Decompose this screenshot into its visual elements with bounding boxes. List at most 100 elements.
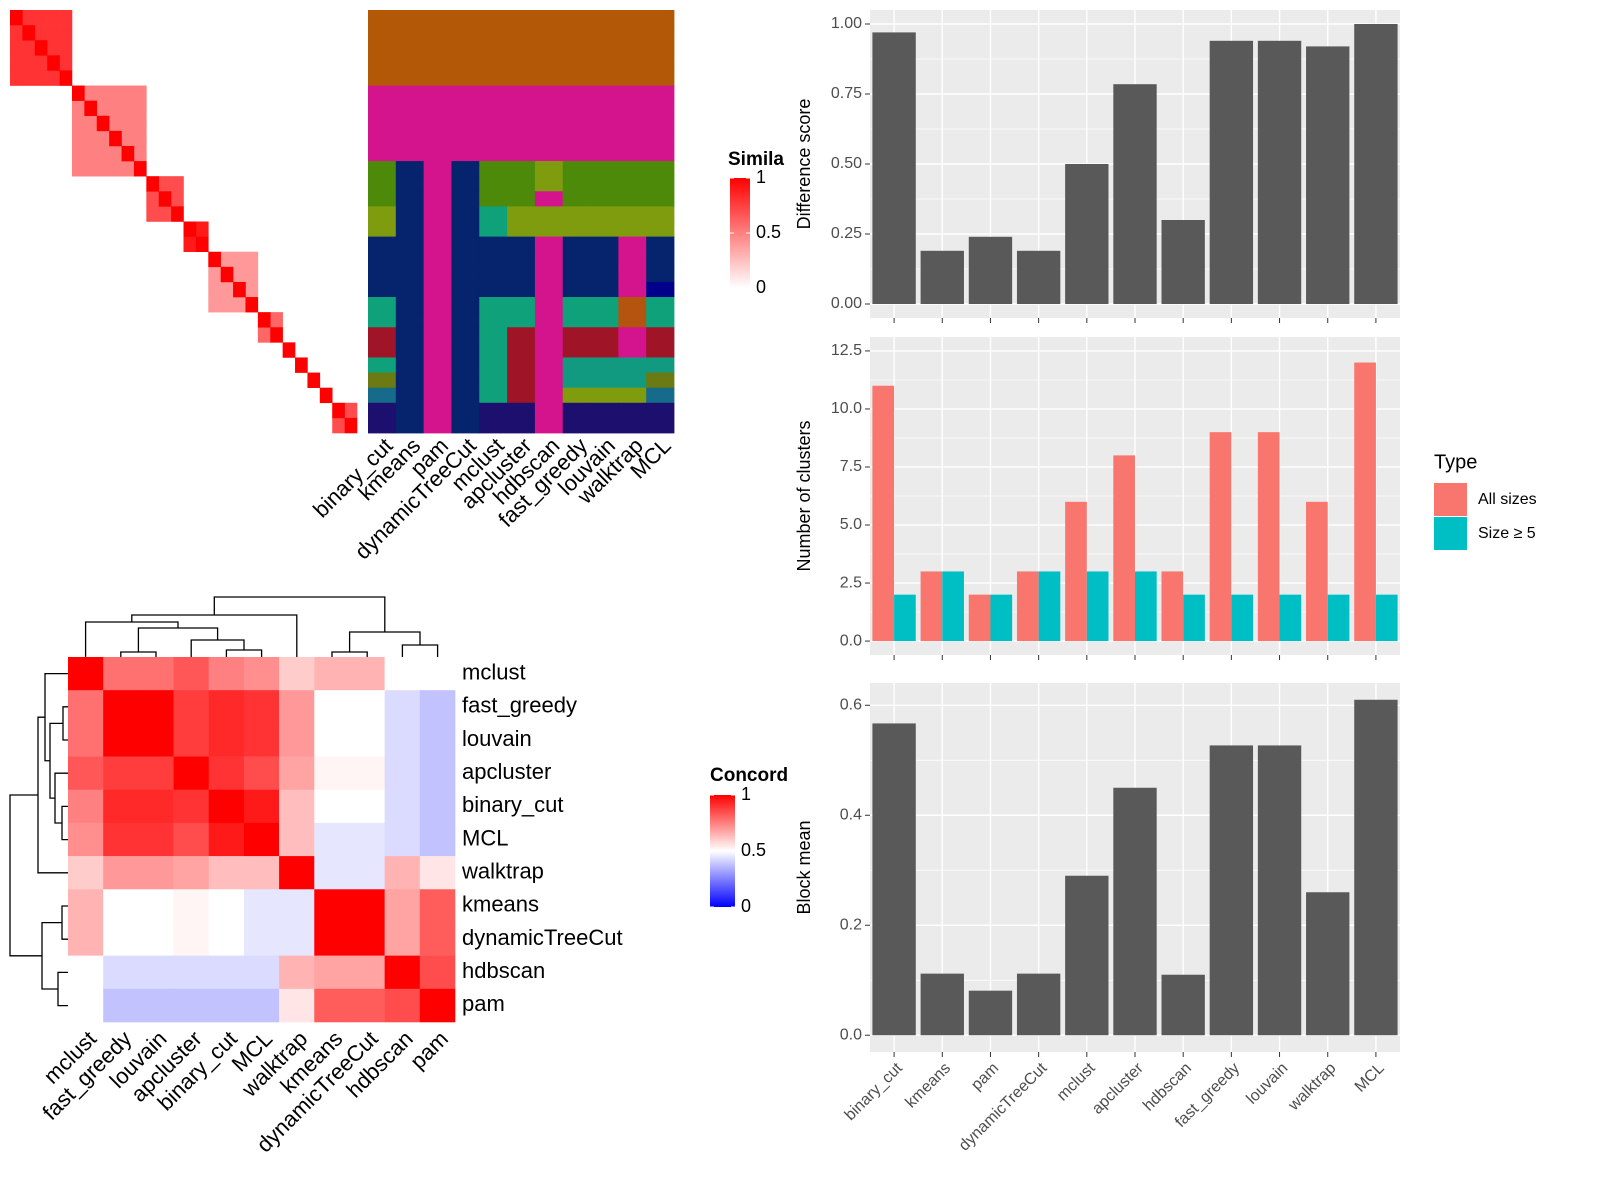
cluster-cell xyxy=(507,25,536,41)
cluster-cell xyxy=(534,221,564,238)
heatmap-cell xyxy=(419,657,456,691)
cluster-cell xyxy=(479,100,508,117)
cluster-cell xyxy=(507,402,536,419)
cluster-cell xyxy=(618,191,647,207)
legend-tick-label: 1 xyxy=(741,784,751,804)
cluster-cell xyxy=(395,100,425,117)
legend-tick-label: 0.5 xyxy=(756,222,781,242)
cluster-cell xyxy=(646,387,675,404)
cluster-cell xyxy=(395,357,425,373)
cluster-cell xyxy=(507,40,536,56)
cluster-cell xyxy=(368,342,397,358)
cluster-cell xyxy=(646,266,675,283)
cluster-cell xyxy=(646,100,675,117)
cluster-cell xyxy=(479,266,508,283)
heatmap-cell xyxy=(173,955,210,990)
heatmap-cell xyxy=(59,40,73,56)
cluster-cell xyxy=(507,281,536,298)
heatmap-cell xyxy=(270,327,283,343)
cluster-cell xyxy=(590,266,619,283)
heatmap-cell xyxy=(146,176,160,192)
cluster-cell xyxy=(646,115,675,132)
heatmap-cell xyxy=(279,922,315,956)
legend-label: All sizes xyxy=(1478,491,1537,508)
heatmap-cell xyxy=(349,723,385,757)
cluster-cell xyxy=(423,145,452,162)
cluster-cell xyxy=(590,221,619,238)
heatmap-cell xyxy=(121,85,135,101)
cluster-cell xyxy=(562,312,591,328)
heatmap-cell xyxy=(171,176,184,192)
cluster-cell xyxy=(368,191,397,207)
legend-key xyxy=(1434,517,1467,550)
cluster-cell xyxy=(534,115,564,132)
heatmap-cell xyxy=(279,723,315,757)
cluster-cell xyxy=(395,55,425,71)
bar xyxy=(1209,40,1254,305)
bar xyxy=(1113,787,1157,1036)
heatmap-cell xyxy=(419,822,456,857)
cluster-cell xyxy=(368,85,397,102)
heatmap-cell xyxy=(47,70,60,86)
cluster-cell xyxy=(479,327,508,343)
cluster-cell xyxy=(646,25,675,41)
heatmap-cell xyxy=(208,789,245,824)
legend-colorbar xyxy=(710,795,735,907)
cluster-cell xyxy=(618,40,647,56)
cluster-cell xyxy=(590,70,619,86)
cluster-cell xyxy=(590,161,619,177)
cluster-cell xyxy=(479,251,508,268)
bar xyxy=(1257,432,1280,642)
bar xyxy=(1183,594,1205,642)
heatmap-cell xyxy=(279,889,315,923)
cluster-cell xyxy=(368,402,397,419)
legend-key xyxy=(1434,483,1467,516)
cluster-cell xyxy=(507,327,536,343)
heatmap-cell xyxy=(71,145,85,162)
legend-tick-label: 0 xyxy=(756,277,766,297)
cluster-cell xyxy=(534,327,564,343)
cluster-cell xyxy=(534,40,564,56)
heatmap-cell xyxy=(384,789,421,824)
heatmap-cell xyxy=(103,690,139,724)
bar xyxy=(894,594,916,642)
cluster-cell xyxy=(423,327,452,343)
heatmap-cell xyxy=(349,690,385,724)
cluster-cell xyxy=(368,297,397,313)
cluster-cell xyxy=(618,145,647,162)
heatmap-cell xyxy=(279,856,315,890)
cluster-cell xyxy=(646,85,675,102)
cluster-cell xyxy=(562,161,591,177)
bar xyxy=(1135,571,1157,642)
cluster-cell xyxy=(451,281,480,298)
heatmap-cell xyxy=(84,85,98,101)
cluster-cell xyxy=(562,327,591,343)
cluster-cell xyxy=(423,161,452,177)
cluster-cell xyxy=(646,236,675,253)
heatmap-cell xyxy=(208,723,245,757)
heatmap-cell xyxy=(195,221,209,237)
cluster-cell xyxy=(368,40,397,56)
cluster-cell xyxy=(479,145,508,162)
legend-title: Type xyxy=(1434,451,1477,473)
heatmap-cell xyxy=(84,145,98,162)
cluster-cell xyxy=(562,115,591,132)
cluster-cell xyxy=(479,70,508,86)
cluster-cell xyxy=(479,130,508,147)
bar xyxy=(1306,892,1350,1036)
cluster-cell xyxy=(451,40,480,56)
cluster-cell xyxy=(395,25,425,41)
x-tick-label: louvain xyxy=(1243,1060,1291,1108)
heatmap-cell xyxy=(208,922,245,956)
heatmap-cell xyxy=(84,115,98,132)
cluster-cell xyxy=(590,342,619,358)
cluster-cell xyxy=(395,191,425,207)
cluster-cell xyxy=(534,100,564,117)
cluster-cell xyxy=(562,10,591,26)
cluster-cell xyxy=(451,402,480,419)
cluster-cell xyxy=(507,297,536,313)
y-tick-label: 2.5 xyxy=(840,574,862,591)
cluster-cell xyxy=(451,70,480,86)
cluster-cell xyxy=(534,10,564,26)
cluster-cell xyxy=(507,55,536,71)
